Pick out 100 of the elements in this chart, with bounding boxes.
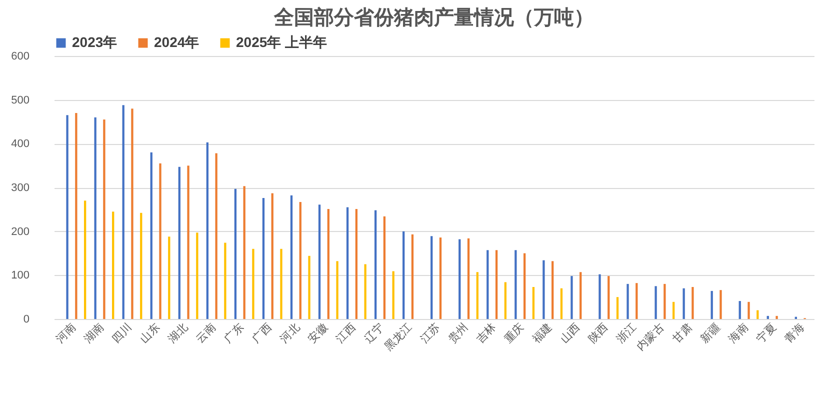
x-tick-label: 江西 — [334, 322, 358, 346]
bar — [664, 284, 666, 319]
bar — [122, 105, 124, 319]
x-tick-label: 四川 — [109, 320, 134, 346]
bar — [280, 248, 282, 319]
bar — [748, 302, 750, 319]
x-tick-label: 福建 — [530, 320, 555, 346]
bar — [392, 271, 394, 319]
bar — [271, 193, 274, 319]
bar — [336, 261, 338, 319]
bar — [308, 256, 310, 319]
legend-label: 2025年 上半年 — [236, 34, 328, 50]
bar — [327, 208, 330, 319]
bar — [682, 288, 685, 319]
y-tick-label: 600 — [11, 50, 30, 62]
bar — [159, 163, 162, 319]
bar — [523, 253, 526, 319]
bar — [560, 288, 563, 319]
bar — [364, 264, 366, 319]
bar — [411, 234, 414, 319]
x-tick-label: 内蒙古 — [634, 320, 667, 354]
bar — [504, 282, 507, 319]
y-tick-label: 500 — [11, 94, 30, 106]
bar — [374, 210, 377, 319]
bar — [243, 186, 246, 319]
bar — [756, 310, 759, 319]
x-tick-label: 甘肃 — [670, 320, 695, 346]
bar — [692, 287, 694, 319]
x-tick-label: 青海 — [782, 320, 807, 346]
bar — [598, 274, 601, 319]
x-tick-label: 湖北 — [166, 320, 190, 346]
y-tick-label: 400 — [11, 138, 30, 150]
bar — [178, 166, 180, 319]
x-tick-label: 山西 — [558, 320, 583, 346]
bar — [150, 152, 152, 319]
bar — [318, 204, 321, 319]
bar — [654, 286, 657, 319]
x-tick-label: 黑龙江 — [382, 320, 414, 354]
bar — [383, 216, 386, 319]
bar — [196, 232, 198, 319]
bar — [94, 117, 96, 319]
x-tick-label: 安徽 — [306, 320, 330, 346]
bar — [206, 142, 208, 319]
bar — [467, 238, 470, 319]
bar — [355, 208, 358, 319]
legend-label: 2023年 — [72, 34, 118, 50]
x-tick-label: 湖南 — [81, 320, 106, 346]
bar — [112, 212, 114, 319]
x-tick-label: 广东 — [222, 320, 246, 346]
y-tick-label: 100 — [11, 270, 30, 282]
bar — [626, 284, 629, 319]
x-tick-label: 河南 — [53, 320, 78, 346]
y-tick-label: 300 — [11, 182, 30, 194]
bar — [710, 290, 713, 319]
bar — [290, 195, 293, 319]
bar — [532, 287, 535, 319]
bar — [514, 250, 517, 319]
bar — [608, 276, 610, 319]
bar — [776, 316, 778, 319]
bar — [131, 108, 134, 319]
bar — [346, 207, 349, 319]
bar — [636, 283, 638, 319]
x-tick-label: 贵州 — [446, 320, 471, 346]
bar — [215, 153, 218, 319]
bar — [570, 276, 573, 319]
bar — [552, 261, 554, 319]
bar — [103, 120, 106, 319]
bar — [430, 236, 433, 319]
bar — [439, 237, 442, 319]
bar — [234, 188, 237, 319]
x-tick-label: 山东 — [138, 320, 162, 346]
x-tick-label: 海南 — [726, 320, 751, 346]
bar — [402, 231, 405, 319]
bar — [616, 297, 619, 319]
bar — [224, 242, 226, 319]
bar — [168, 236, 170, 319]
bar — [252, 248, 254, 319]
bar — [720, 290, 722, 319]
legend-label: 2024年 — [154, 34, 200, 50]
x-tick-label: 广西 — [250, 320, 274, 346]
bar — [84, 200, 86, 319]
bar — [187, 166, 190, 319]
bar — [299, 202, 302, 319]
bar — [672, 302, 675, 319]
bar — [140, 212, 142, 319]
bar — [486, 250, 489, 319]
chart-title: 全国部分省份猪肉产量情况（万吨） — [273, 6, 594, 29]
bar — [738, 301, 741, 319]
x-tick-label: 云南 — [194, 320, 218, 346]
bar — [580, 272, 582, 319]
bar — [262, 198, 265, 319]
bar — [495, 250, 498, 319]
y-tick-label: 200 — [11, 226, 30, 238]
x-tick-label: 吉林 — [474, 320, 499, 346]
x-tick-label: 新疆 — [698, 320, 723, 346]
bar — [542, 260, 545, 319]
x-tick-label: 宁夏 — [754, 320, 779, 346]
y-tick-label: 0 — [23, 314, 30, 326]
x-tick-label: 重庆 — [502, 320, 527, 346]
x-tick-label: 河北 — [278, 320, 302, 346]
